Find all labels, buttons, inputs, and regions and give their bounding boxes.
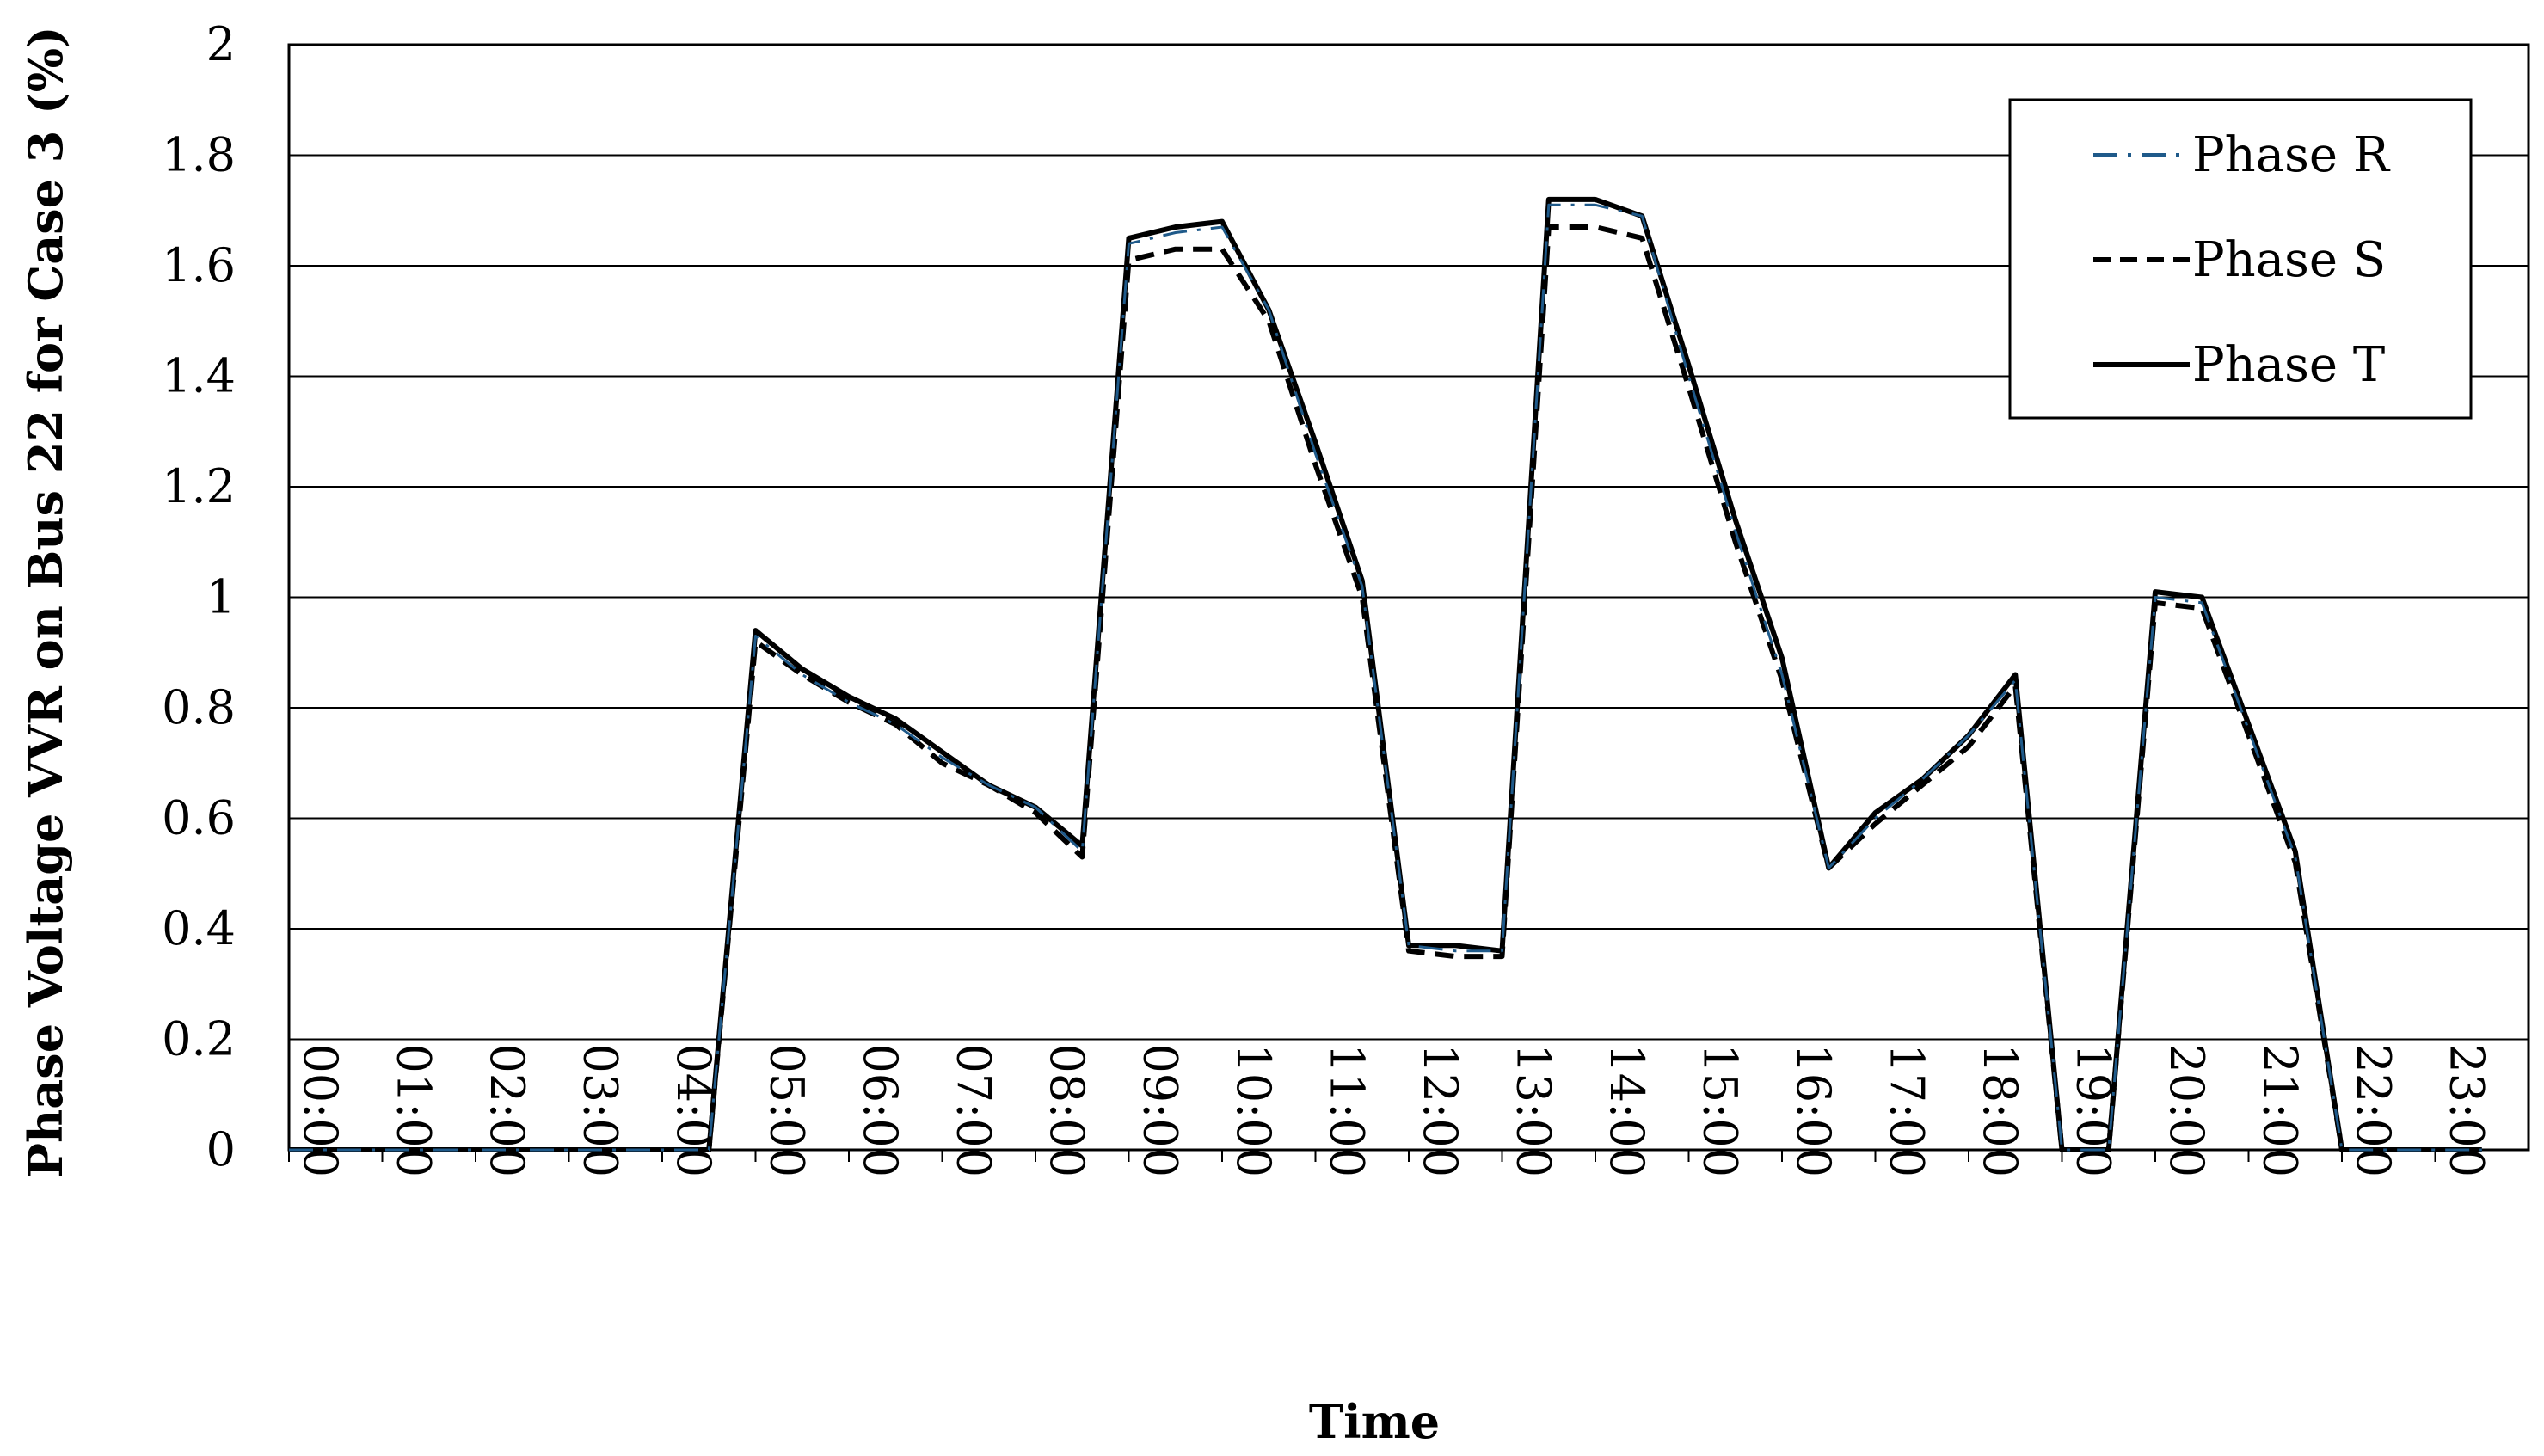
x-tick-label: 09:00 [1134, 1043, 1188, 1177]
x-tick-labels: 00:00 01:00 02:00 03:00 04:00 05:00 06:00 07:00… [288, 1043, 2494, 1177]
series-lines [289, 196, 2482, 1152]
x-tick-label: 08:00 [1040, 1043, 1094, 1177]
legend-label-phase-t: Phase T [2192, 337, 2385, 393]
legend: Phase R Phase S Phase T [2008, 98, 2473, 420]
x-tick-label: 21:00 [2253, 1043, 2307, 1177]
y-tick-label: 0.8 [162, 680, 236, 734]
y-tick-label: 1.6 [162, 238, 236, 292]
x-tick-label: 02:00 [480, 1043, 534, 1177]
x-tick-label: 11:00 [1320, 1043, 1374, 1177]
x-tick-label: 17:00 [1880, 1043, 1934, 1177]
x-tick-label: 13:00 [1507, 1043, 1561, 1177]
x-tick-label: 07:00 [947, 1043, 1001, 1177]
y-tick-label: 2 [206, 17, 236, 71]
legend-box [2008, 98, 2473, 420]
series-line-phase-s [289, 224, 2482, 1152]
legend-label-phase-r: Phase R [2192, 127, 2391, 183]
x-tick-label: 22:00 [2346, 1043, 2400, 1177]
y-tick-label: 0.4 [162, 901, 236, 955]
y-tick-label: 1 [206, 570, 236, 624]
x-tick-label: 16:00 [1786, 1043, 1840, 1177]
x-tick-label: 18:00 [1973, 1043, 2027, 1177]
y-tick-label: 1.8 [162, 128, 236, 182]
y-tick-label: 0 [206, 1122, 236, 1176]
x-tick-label: 23:00 [2440, 1043, 2494, 1177]
y-tick-label: 0.2 [162, 1012, 236, 1066]
y-tick-label: 1.4 [162, 349, 236, 403]
y-tick-label: 1.2 [162, 459, 236, 513]
x-tick-label: 14:00 [1600, 1043, 1654, 1177]
y-tick-labels: 0 0.2 0.4 0.6 0.8 1 1.2 1.4 1.6 1.8 2 [162, 17, 236, 1176]
x-tick-label: 20:00 [2160, 1043, 2214, 1177]
series-line-phase-r [289, 203, 2482, 1152]
x-tick-label: 12:00 [1413, 1043, 1467, 1177]
x-tick-label: 06:00 [853, 1043, 907, 1177]
x-tick-label: 15:00 [1693, 1043, 1748, 1177]
x-tick-label: 01:00 [387, 1043, 441, 1177]
x-axis-title: Time [1309, 1394, 1440, 1449]
legend-label-phase-s: Phase S [2192, 232, 2386, 288]
y-tick-label: 0.6 [162, 791, 236, 845]
x-tick-label: 10:00 [1226, 1043, 1281, 1177]
y-axis-title: Phase Voltage VVR on Bus 22 for Case 3 (… [18, 26, 73, 1177]
x-tick-label: 03:00 [574, 1043, 628, 1177]
x-tick-label: 05:00 [760, 1043, 814, 1177]
x-tick-label: 00:00 [293, 1043, 347, 1177]
